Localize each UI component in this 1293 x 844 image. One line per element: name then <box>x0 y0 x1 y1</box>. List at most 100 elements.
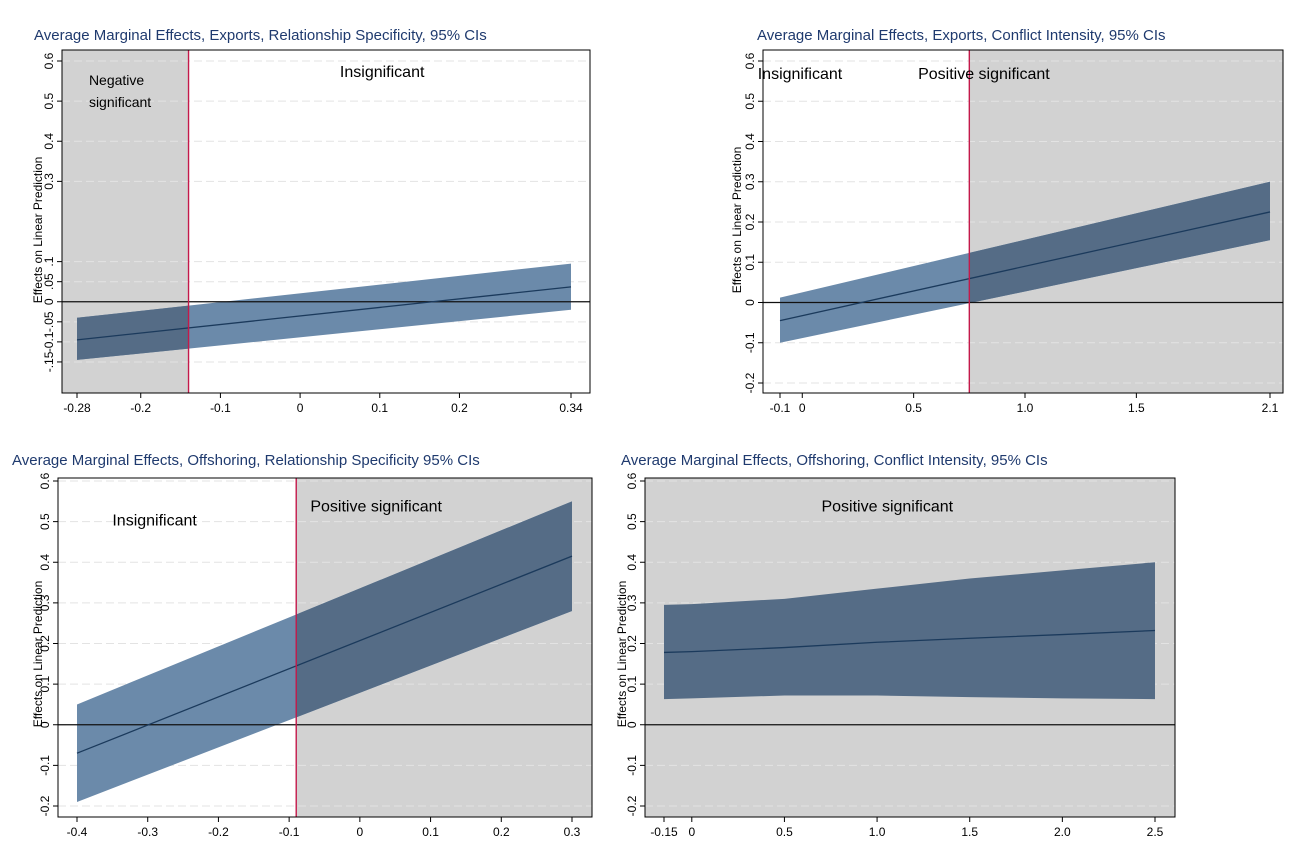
x-tick-label: 0.3 <box>564 825 581 839</box>
chart-plot: -.15-0.1-.050.05.10.30.40.50.6-0.28 -0.2-… <box>42 49 591 415</box>
confidence-band-significant <box>969 181 1270 304</box>
y-tick-label: 0.6 <box>743 52 757 69</box>
annotation-label: Negative significant <box>89 72 151 110</box>
annotation-label: Positive significant <box>310 498 442 515</box>
estimate-line <box>663 629 1156 654</box>
y-tick-label: 0.1 <box>743 254 757 271</box>
x-tick-label: -0.2 <box>208 825 229 839</box>
x-tick-label: -0.2 <box>130 401 151 415</box>
annotation-line: Insignificant <box>340 64 425 81</box>
y-tick-label: -.05 <box>42 311 56 332</box>
x-tick-label: 0.5 <box>776 825 793 839</box>
annotation-line: Negative <box>89 72 144 88</box>
y-tick-label: -0.1 <box>38 755 52 776</box>
y-tick-label: 0.2 <box>743 213 757 230</box>
plot-frame <box>644 477 1176 818</box>
y-tick-label: -0.2 <box>625 795 639 816</box>
y-tick-label: 0.5 <box>625 513 639 530</box>
x-tick-label: 2.0 <box>1054 825 1071 839</box>
x-tick-label: 0 <box>357 825 364 839</box>
x-tick-label: 1.5 <box>1128 401 1145 415</box>
y-tick-label: 0.2 <box>38 635 52 652</box>
y-tick-label: -0.1 <box>625 755 639 776</box>
y-tick-label: 0.3 <box>625 594 639 611</box>
x-tick-label: -0.4 <box>67 825 88 839</box>
y-tick-label: 0.4 <box>743 133 757 150</box>
x-tick-label: -0.15 <box>650 825 678 839</box>
annotation-line: significant <box>89 94 151 110</box>
annotation-line: Insignificant <box>112 513 197 530</box>
chart-plot: -0.2 -0.1 0 0.1 0.2 0.3 0.4 0.5 0.6 -0.15 0 0.5 1.0 1… <box>625 472 1176 839</box>
y-tick-label: .05 <box>42 273 56 290</box>
y-tick-label: 0.3 <box>38 594 52 611</box>
x-tick-label: -0.1 <box>279 825 300 839</box>
y-tick-label: -0.2 <box>743 372 757 393</box>
y-tick-label: 0.4 <box>38 554 52 571</box>
annotation-line: Positive significant <box>310 498 442 515</box>
chart-panel-offshoring-relationship-specificity: Average Marginal Effects, Offshoring, Re… <box>0 438 600 844</box>
annotation-line: Positive significant <box>918 66 1050 83</box>
y-tick-label: 0 <box>42 298 56 305</box>
y-tick-label: 0.5 <box>42 92 56 109</box>
x-tick-label: 0.1 <box>371 401 388 415</box>
y-tick-label: 0.4 <box>42 133 56 150</box>
annotation-label: Insignificant <box>340 64 425 81</box>
plot-frame <box>61 49 591 394</box>
x-tick-label: 2.5 <box>1147 825 1164 839</box>
annotation-label: Positive significant <box>918 66 1050 83</box>
y-tick-label: 0 <box>38 721 52 728</box>
annotation-label: Positive significant <box>821 498 953 515</box>
chart-title: Average Marginal Effects, Offshoring, Co… <box>621 452 1048 469</box>
y-tick-label: 0 <box>625 721 639 728</box>
x-tick-label: 0 <box>799 401 806 415</box>
confidence-band <box>664 562 1155 700</box>
annotation-line: Positive significant <box>821 498 953 515</box>
y-tick-label: 0.5 <box>743 93 757 110</box>
annotation-line: Insignificant <box>758 66 843 83</box>
y-tick-label: 0.3 <box>743 173 757 190</box>
y-tick-label: 0.6 <box>625 472 639 489</box>
x-tick-label: 0.34 <box>559 401 583 415</box>
estimate-line <box>76 555 573 754</box>
y-tick-label: 0.1 <box>38 675 52 692</box>
plot-frame <box>57 477 593 818</box>
y-tick-label: 0 <box>743 299 757 306</box>
y-tick-label: -0.1 <box>743 332 757 353</box>
y-tick-label: 0.6 <box>42 52 56 69</box>
x-tick-label: -0.1 <box>210 401 231 415</box>
y-tick-label: -.15 <box>42 351 56 372</box>
y-tick-label: 0.2 <box>625 635 639 652</box>
x-tick-label: 0 <box>688 825 695 839</box>
chart-title: Average Marginal Effects, Exports, Confl… <box>757 27 1166 44</box>
y-tick-label: -0.1 <box>42 331 56 352</box>
y-tick-label: 0.6 <box>38 472 52 489</box>
x-tick-label: -0.3 <box>137 825 158 839</box>
chart-title: Average Marginal Effects, Exports, Relat… <box>34 27 487 44</box>
x-tick-label: 2.1 <box>1262 401 1279 415</box>
confidence-band-significant <box>296 501 572 718</box>
chart-plot: -0.2 -0.1 0 0.1 0.2 0.3 0.4 0.5 0.6 -0.4 -0.3 -0.2 -… <box>38 472 593 839</box>
annotation-label: Insignificant <box>112 513 197 530</box>
chart-panel-exports-conflict-intensity: Average Marginal Effects, Exports, Confl… <box>700 0 1293 425</box>
x-tick-label: 1.0 <box>1017 401 1034 415</box>
x-tick-label: 1.0 <box>869 825 886 839</box>
chart-plot: -0.2 -0.1 0 0.1 0.2 0.3 0.4 0.5 0.6 -0.1 0 0.5 1.0 1.… <box>743 49 1284 415</box>
y-tick-label: .1 <box>42 256 56 266</box>
chart-title: Average Marginal Effects, Offshoring, Re… <box>12 452 480 469</box>
y-tick-label: 0.4 <box>625 554 639 571</box>
x-tick-label: -0.1 <box>770 401 791 415</box>
y-tick-label: 0.5 <box>38 513 52 530</box>
x-tick-label: 0.5 <box>905 401 922 415</box>
confidence-band-significant <box>77 305 189 360</box>
y-tick-label: 0.3 <box>42 173 56 190</box>
chart-panel-offshoring-conflict-intensity: Average Marginal Effects, Offshoring, Co… <box>600 438 1293 844</box>
chart-panel-exports-relationship-specificity: Average Marginal Effects, Exports, Relat… <box>0 0 600 425</box>
estimate-line <box>779 211 1271 322</box>
x-tick-label: -0.28 <box>63 401 91 415</box>
x-tick-label: 0.2 <box>493 825 510 839</box>
x-tick-label: 0 <box>297 401 304 415</box>
annotation-label: Insignificant <box>758 66 843 83</box>
x-tick-label: 1.5 <box>961 825 978 839</box>
x-tick-label: 0.2 <box>451 401 468 415</box>
y-tick-label: -0.2 <box>38 795 52 816</box>
